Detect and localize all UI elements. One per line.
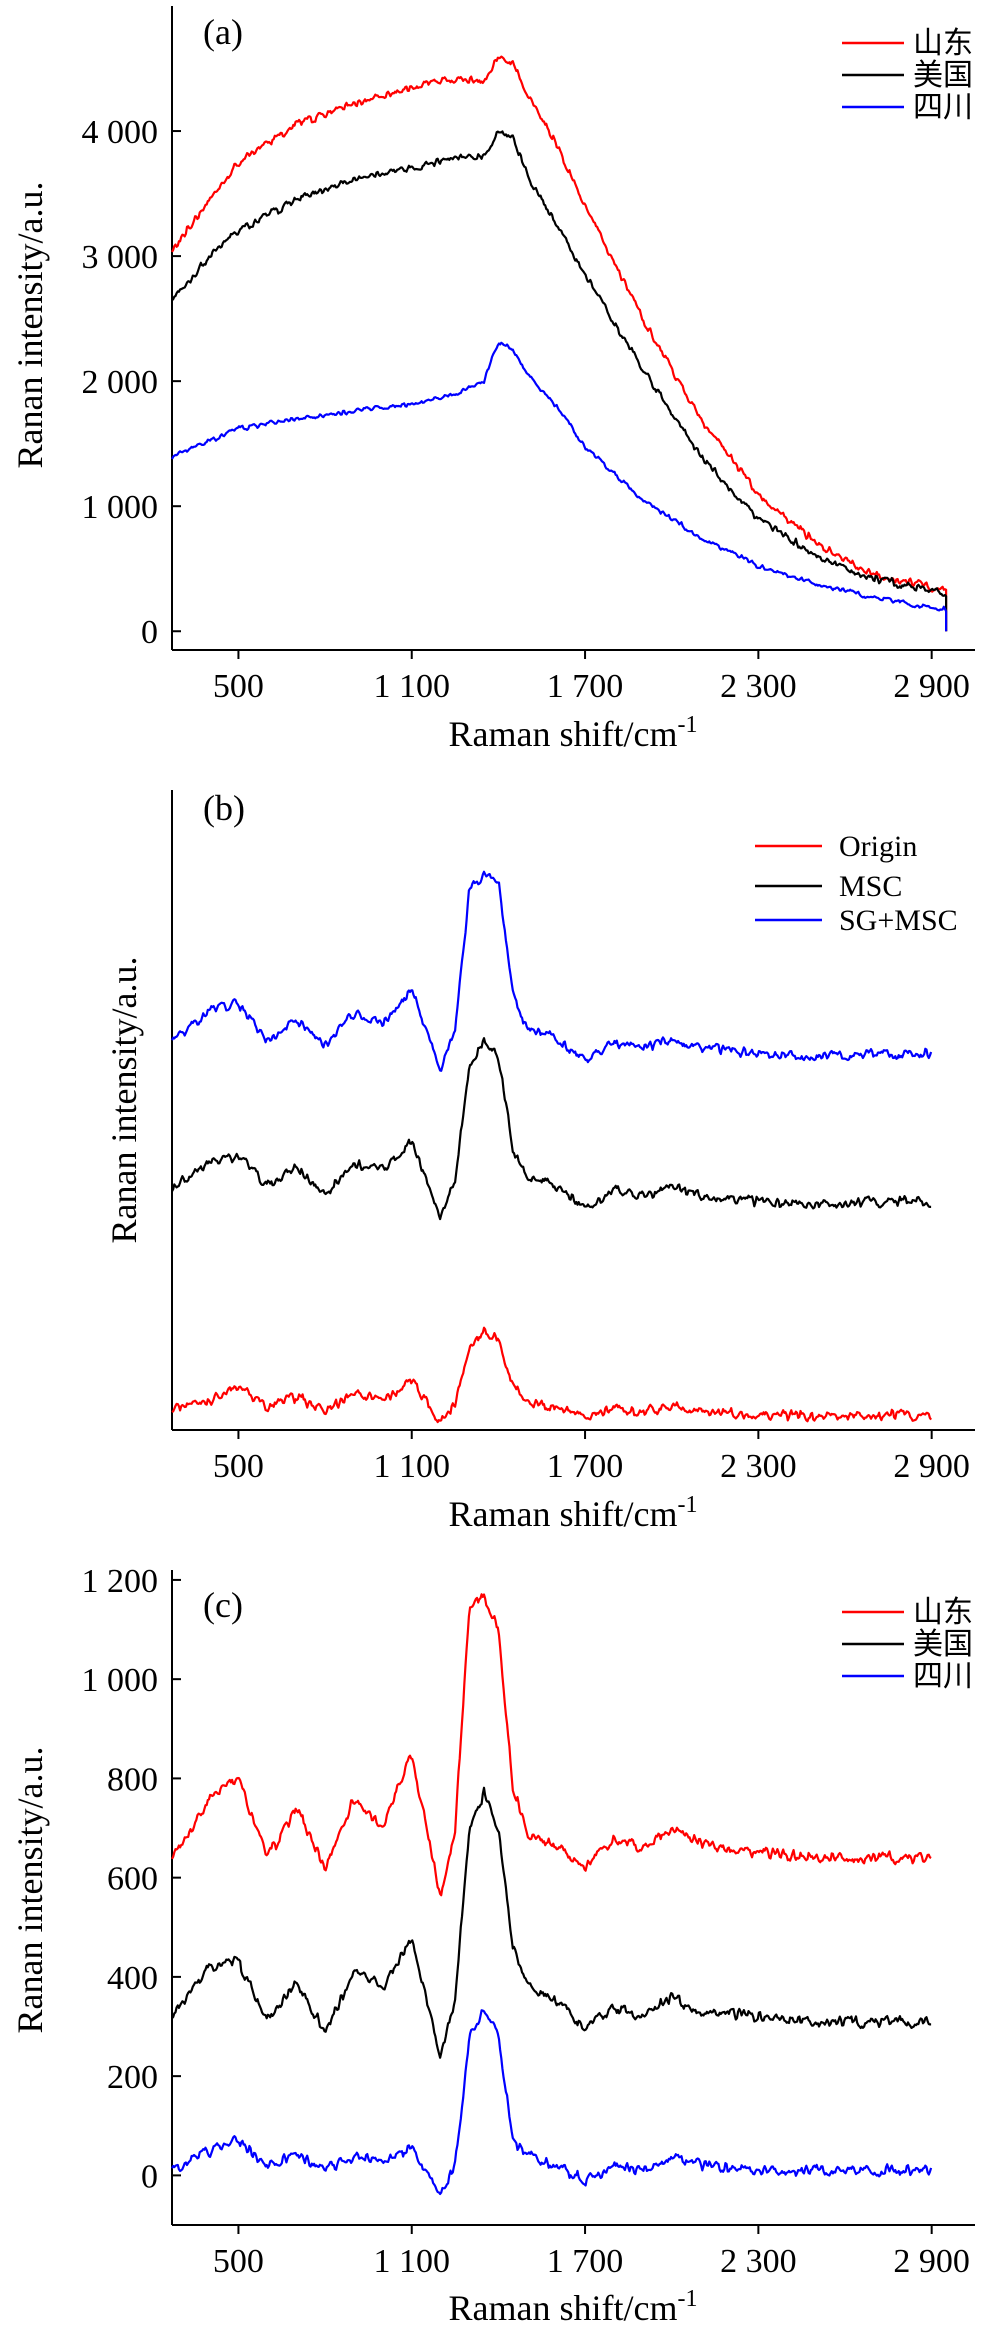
legend: 山东 美国 四川 — [842, 27, 973, 124]
y-tick-label: 3 000 — [82, 239, 159, 276]
x-tick-label: 2 900 — [893, 668, 970, 705]
y-axis-label: Ranan intensity/a.u. — [10, 182, 50, 469]
x-ticks: 500 1 100 1 700 2 300 2 900 — [213, 1430, 970, 1485]
legend-label: 山东 — [913, 27, 973, 60]
legend-label: 山东 — [913, 1596, 973, 1629]
legend-label: Origin — [839, 830, 917, 863]
legend-label: 四川 — [913, 1660, 973, 1693]
x-axis-label: Raman shift/cm-1 — [449, 712, 698, 754]
series-line — [171, 130, 948, 632]
panel-b: 500 1 100 1 700 2 300 2 900 (b) Raman shift/… — [104, 788, 975, 1534]
x-ticks: 500 1 100 1 700 2 300 2 900 — [213, 2225, 970, 2280]
series-line — [171, 870, 933, 1072]
x-tick-label: 1 700 — [547, 668, 624, 705]
x-tick-label: 1 700 — [547, 1448, 624, 1485]
y-tick-label: 200 — [107, 2059, 158, 2096]
series-line — [171, 1037, 932, 1221]
series-lines — [171, 870, 933, 1424]
series-line — [171, 1593, 932, 1897]
legend: 山东 美国 四川 — [842, 1596, 973, 1693]
x-tick-label: 2 900 — [893, 1448, 970, 1485]
series-line — [171, 1786, 932, 2059]
x-tick-label: 2 300 — [720, 1448, 797, 1485]
panel-label: (a) — [203, 12, 243, 52]
y-ticks: 0 1 000 2 000 3 000 4 000 — [82, 114, 181, 651]
series-line — [171, 2009, 933, 2196]
panel-label: (c) — [203, 1585, 243, 1625]
x-tick-label: 500 — [213, 2243, 264, 2280]
series-line — [171, 55, 948, 632]
y-tick-label: 1 000 — [82, 1662, 159, 1699]
x-tick-label: 2 900 — [893, 2243, 970, 2280]
x-tick-label: 1 100 — [373, 2243, 450, 2280]
y-tick-label: 2 000 — [82, 364, 159, 401]
x-tick-label: 2 300 — [720, 2243, 797, 2280]
x-tick-label: 1 100 — [373, 668, 450, 705]
y-axis-label: Ranan intensity/a.u. — [104, 957, 144, 1244]
y-tick-label: 1 000 — [82, 489, 159, 526]
legend-label: 美国 — [913, 59, 973, 92]
x-tick-label: 1 100 — [373, 1448, 450, 1485]
x-ticks: 500 1 100 1 700 2 300 2 900 — [213, 650, 970, 705]
series-line — [171, 341, 948, 632]
panel-c: 500 1 100 1 700 2 300 2 900 0 200 400 600 800 1 0… — [10, 1563, 975, 2328]
x-tick-label: 500 — [213, 1448, 264, 1485]
series-lines — [171, 55, 948, 632]
legend-label: 四川 — [913, 91, 973, 124]
y-tick-label: 4 000 — [82, 114, 159, 151]
panel-label: (b) — [203, 788, 245, 828]
y-ticks: 0 200 400 600 800 1 000 1 200 — [82, 1563, 181, 2195]
y-tick-label: 600 — [107, 1861, 158, 1898]
legend-label: 美国 — [913, 1628, 973, 1661]
y-tick-label: 1 200 — [82, 1563, 159, 1600]
y-axis-label: Ranan intensity/a.u. — [10, 1747, 50, 2034]
series-line — [171, 1326, 932, 1424]
x-tick-label: 2 300 — [720, 668, 797, 705]
x-axis-label: Raman shift/cm-1 — [449, 2286, 698, 2328]
y-tick-label: 0 — [141, 2158, 158, 2195]
y-tick-label: 800 — [107, 1761, 158, 1798]
x-tick-label: 500 — [213, 668, 264, 705]
series-lines — [171, 1593, 933, 2196]
legend: Origin MSC SG+MSC — [755, 830, 958, 937]
y-tick-label: 0 — [141, 614, 158, 651]
y-tick-label: 400 — [107, 1960, 158, 1997]
x-axis-label: Raman shift/cm-1 — [449, 1492, 698, 1534]
legend-label: SG+MSC — [839, 904, 958, 937]
panel-a: 500 1 100 1 700 2 300 2 900 0 1 000 2 000 3 000… — [10, 6, 975, 754]
x-tick-label: 1 700 — [547, 2243, 624, 2280]
legend-label: MSC — [839, 870, 902, 903]
